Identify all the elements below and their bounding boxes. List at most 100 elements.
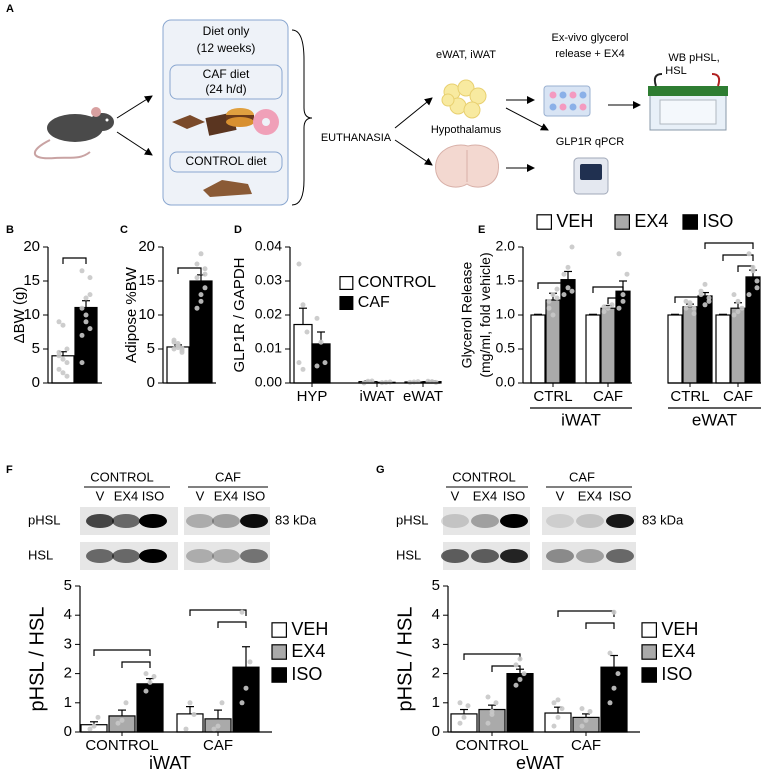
y-tick-label: 10 (138, 306, 155, 323)
data-point (485, 694, 491, 700)
qpcr-icon (573, 157, 609, 195)
error-bar (582, 713, 590, 718)
data-point (243, 685, 249, 691)
data-point (79, 360, 85, 366)
data-point (601, 309, 607, 315)
y-tick-label: 5 (432, 577, 440, 594)
y-tick-label: 0 (147, 374, 155, 391)
data-point (171, 346, 177, 352)
food-icons (172, 108, 279, 136)
bracket (291, 29, 313, 206)
y-tick-label: 5 (32, 340, 40, 357)
data-point (687, 302, 693, 308)
mouse-icon (33, 107, 114, 160)
data-point (369, 378, 375, 384)
data-point (493, 700, 499, 706)
data-point (587, 709, 593, 715)
x-tick-label: CTRL (670, 388, 709, 405)
data-point (546, 298, 552, 304)
blot-band (112, 549, 140, 563)
error-bar (488, 704, 496, 710)
data-point (583, 717, 589, 723)
data-point (179, 349, 185, 355)
group-label: iWAT (561, 410, 601, 429)
arrow (394, 97, 433, 129)
blot-band (546, 514, 574, 528)
blot-band (500, 514, 528, 528)
blot-row-label: HSL (396, 547, 421, 562)
legend-label: EX4 (291, 641, 325, 661)
y-tick-label: 0 (432, 723, 440, 740)
data-point (611, 609, 617, 615)
data-point (691, 311, 697, 317)
error-bar (719, 313, 727, 315)
data-point (513, 662, 519, 668)
blot-row-label: HSL (28, 547, 53, 562)
data-point (554, 286, 560, 292)
data-point (739, 305, 745, 311)
bar (545, 299, 561, 384)
y-tick-label: 0 (64, 723, 72, 740)
data-point (56, 353, 62, 359)
bar (615, 290, 631, 384)
data-point (611, 685, 617, 691)
data-point (60, 370, 66, 376)
y-tick-label: 1.5 (496, 272, 516, 288)
y-tick-label: 15 (138, 272, 155, 289)
assay-label: release + EX4 (555, 48, 624, 60)
data-point (387, 379, 393, 385)
blot-band (471, 549, 499, 563)
data-point (607, 650, 613, 656)
y-tick-label: 0.0 (496, 374, 516, 390)
data-point (565, 285, 571, 291)
legend-swatch (641, 667, 657, 683)
data-point (300, 366, 306, 372)
legend-swatch (339, 276, 354, 291)
data-point (95, 714, 101, 720)
lane-label: ISO (609, 488, 631, 503)
data-point (746, 251, 752, 257)
y-tick-label: 1 (64, 694, 72, 711)
legend-swatch (614, 214, 630, 230)
blot-band (441, 514, 469, 528)
data-point (607, 700, 613, 706)
error-bar (299, 307, 307, 325)
error-bar (118, 709, 126, 716)
legend-label: EX4 (661, 641, 695, 661)
legend-label: ISO (291, 664, 322, 684)
x-axis-label: iWAT (149, 753, 191, 773)
y-tick-label: 20 (138, 238, 155, 255)
lane-label: ISO (243, 488, 265, 503)
data-point (706, 295, 712, 301)
y-tick-label: 4 (64, 606, 72, 623)
y-tick-label: 0.5 (496, 340, 516, 356)
data-point (624, 271, 630, 277)
x-tick-label: iWAT (360, 388, 395, 405)
data-point (735, 309, 741, 315)
data-point (554, 295, 560, 301)
data-point (485, 720, 491, 726)
y-tick-label: 0.01 (255, 340, 282, 356)
bar (600, 666, 628, 733)
data-point (60, 356, 66, 362)
plate-icon (543, 85, 591, 117)
data-point (433, 379, 439, 385)
lane-label: EX4 (114, 488, 139, 503)
data-point (754, 285, 760, 291)
data-point (56, 366, 62, 372)
error-bar (534, 313, 542, 315)
legend-label: CONTROL (358, 274, 436, 291)
y-tick-label: 1.0 (496, 306, 516, 322)
lane-label: V (451, 488, 460, 503)
data-point (616, 251, 622, 257)
legend-swatch (682, 214, 698, 230)
y-tick-label: 0.00 (255, 374, 282, 390)
blot-row-label: pHSL (28, 512, 61, 527)
data-point (683, 305, 689, 311)
data-point (179, 345, 185, 351)
data-point (79, 305, 85, 311)
data-point (731, 312, 737, 318)
euthanasia: EUTHANASIA (321, 132, 392, 144)
data-point (609, 302, 615, 308)
data-point (123, 700, 129, 706)
